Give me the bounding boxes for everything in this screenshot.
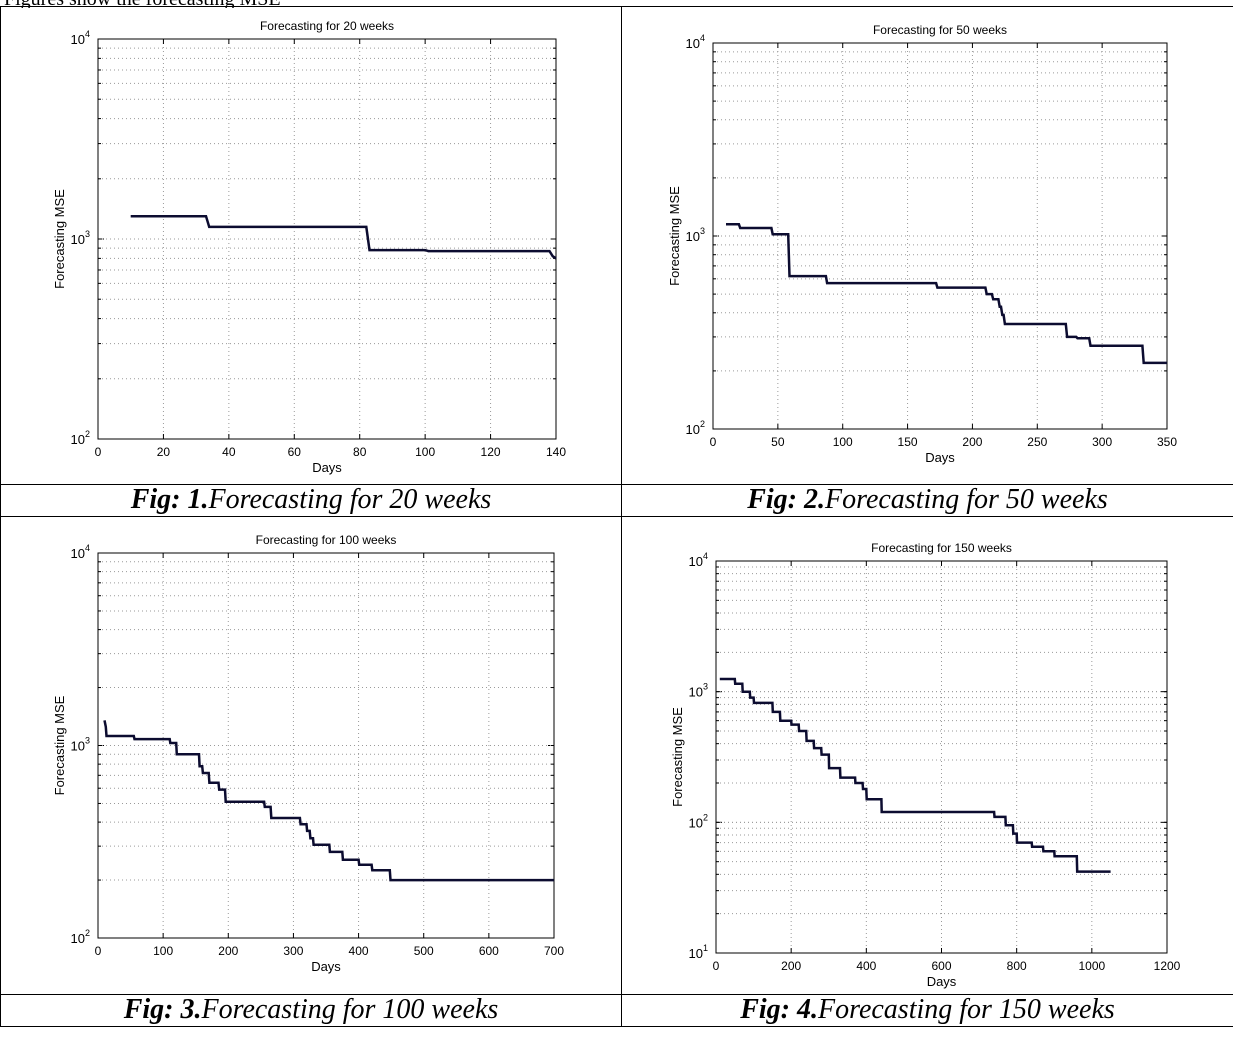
x-tick-label: 100 xyxy=(415,445,435,459)
axes-frame xyxy=(712,42,1168,430)
figure-cell-3: 0 100 200 300 400 500 600 700 102 103 104 Forecasti… xyxy=(0,516,622,995)
x-tick-label: 500 xyxy=(414,944,434,958)
x-tick-label: 300 xyxy=(1092,435,1112,449)
x-tick-label: 50 xyxy=(771,435,785,449)
x-tick-label: 80 xyxy=(353,445,367,459)
x-tick-label: 100 xyxy=(833,435,853,449)
figure-cell-2: 0 50 100 150 200 250 300 350 102 103 104 Forecastin… xyxy=(621,6,1233,485)
series-line xyxy=(719,677,1111,873)
y-tick-label: 102 xyxy=(689,812,708,830)
chart-title: Forecasting for 50 weeks xyxy=(873,23,1007,37)
axes-frame xyxy=(97,38,557,440)
x-tick-label: 140 xyxy=(546,445,566,459)
x-tick-label: 600 xyxy=(931,959,951,973)
x-tick-label: 350 xyxy=(1157,435,1177,449)
y-tick-label: 103 xyxy=(689,682,708,700)
y-tick-label: 103 xyxy=(686,226,705,244)
x-tick-label: 300 xyxy=(283,944,303,958)
y-tick-label: 102 xyxy=(686,419,705,437)
series-line xyxy=(130,214,557,260)
x-axis-label: Days xyxy=(312,460,342,475)
caption-1: Fig: 1.Forecasting for 20 weeks xyxy=(0,484,622,517)
x-axis-label: Days xyxy=(925,450,955,465)
x-tick-label: 20 xyxy=(157,445,171,459)
x-tick-label: 400 xyxy=(349,944,369,958)
caption-text: Forecasting for 20 weeks xyxy=(208,484,492,515)
y-tick-label: 104 xyxy=(686,33,705,51)
partial-heading-text: Figures show the forecasting MSE xyxy=(0,0,1233,8)
x-tick-label: 400 xyxy=(856,959,876,973)
y-tick-label: 103 xyxy=(71,229,90,247)
caption-prefix: Fig: 3. xyxy=(123,994,202,1025)
caption-3: Fig: 3.Forecasting for 100 weeks xyxy=(0,994,622,1027)
x-tick-label: 200 xyxy=(962,435,982,449)
x-tick-label: 0 xyxy=(713,959,720,973)
y-tick-label: 104 xyxy=(71,543,90,561)
figure-table: 0 20 40 60 80 100 120 140 102 103 104 Forecasting f… xyxy=(0,6,1233,1027)
caption-text: Forecasting for 100 weeks xyxy=(201,994,499,1025)
x-tick-label: 1000 xyxy=(1078,959,1105,973)
y-axis-label: Forecasting MSE xyxy=(667,186,682,286)
chart-1: 0 20 40 60 80 100 120 140 102 103 104 Forecasting f… xyxy=(52,19,566,475)
x-tick-label: 250 xyxy=(1027,435,1047,449)
y-tick-label: 102 xyxy=(71,928,90,946)
x-tick-label: 800 xyxy=(1007,959,1027,973)
caption-2: Fig: 2.Forecasting for 50 weeks xyxy=(621,484,1233,517)
figure-cell-4: 0 200 400 600 800 1000 1200 101 102 103 104 Forecas… xyxy=(621,516,1233,995)
x-tick-label: 700 xyxy=(544,944,564,958)
x-tick-label: 600 xyxy=(479,944,499,958)
x-tick-label: 60 xyxy=(288,445,302,459)
x-tick-label: 1200 xyxy=(1154,959,1181,973)
x-axis-label: Days xyxy=(927,974,957,989)
y-tick-label: 103 xyxy=(71,736,90,754)
partial-heading: Figures show the forecasting MSE xyxy=(4,0,281,8)
y-axis-label: Forecasting MSE xyxy=(52,189,67,289)
x-axis-label: Days xyxy=(311,959,341,974)
y-axis-label: Forecasting MSE xyxy=(52,695,67,795)
axes-frame xyxy=(715,560,1168,954)
series-line xyxy=(726,223,1167,365)
x-tick-label: 150 xyxy=(898,435,918,449)
caption-4: Fig: 4.Forecasting for 150 weeks xyxy=(621,994,1233,1027)
x-tick-label: 0 xyxy=(95,944,102,958)
caption-prefix: Fig: 4. xyxy=(740,994,818,1025)
chart-title: Forecasting for 150 weeks xyxy=(871,541,1012,555)
chart-4: 0 200 400 600 800 1000 1200 101 102 103 104 Forecas… xyxy=(670,541,1181,989)
y-tick-label: 102 xyxy=(71,429,90,447)
caption-text: Forecasting for 150 weeks xyxy=(817,994,1115,1025)
x-tick-label: 0 xyxy=(95,445,102,459)
series-line xyxy=(103,720,554,882)
caption-prefix: Fig: 2. xyxy=(747,484,825,515)
chart-3: 0 100 200 300 400 500 600 700 102 103 104 Forecasti… xyxy=(52,533,564,974)
x-tick-label: 200 xyxy=(218,944,238,958)
chart-title: Forecasting for 20 weeks xyxy=(260,19,394,33)
y-tick-label: 104 xyxy=(71,29,90,47)
y-axis-label: Forecasting MSE xyxy=(670,707,685,807)
x-tick-label: 200 xyxy=(781,959,801,973)
chart-title: Forecasting for 100 weeks xyxy=(256,533,397,547)
caption-prefix: Fig: 1. xyxy=(130,484,209,515)
axes-frame xyxy=(97,552,555,939)
x-tick-label: 100 xyxy=(153,944,173,958)
chart-2: 0 50 100 150 200 250 300 350 102 103 104 Forecastin… xyxy=(667,23,1177,465)
caption-text: Forecasting for 50 weeks xyxy=(824,484,1108,515)
x-tick-label: 0 xyxy=(710,435,717,449)
x-tick-label: 120 xyxy=(481,445,501,459)
y-tick-label: 101 xyxy=(689,943,708,961)
y-tick-label: 104 xyxy=(689,551,708,569)
figure-cell-1: 0 20 40 60 80 100 120 140 102 103 104 Forecasting f… xyxy=(0,6,622,485)
x-tick-label: 40 xyxy=(222,445,236,459)
